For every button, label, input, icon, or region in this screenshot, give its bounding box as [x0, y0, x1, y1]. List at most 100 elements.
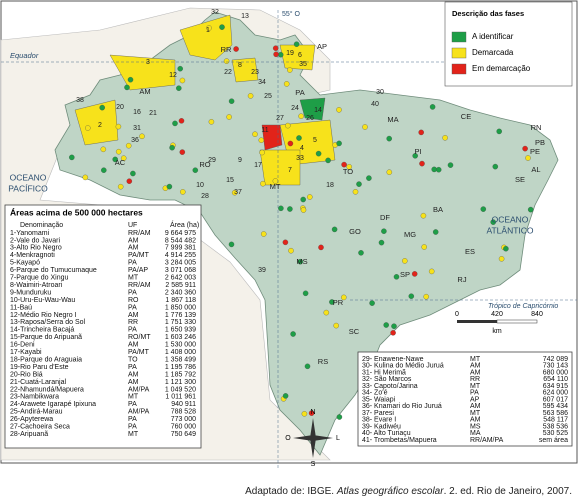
- legend-title: Descrição das fases: [452, 9, 524, 18]
- table-cell: 5-Kayapó: [10, 260, 40, 267]
- table-cell: 12-Médio Rio Negro I: [10, 312, 77, 319]
- source-text: Adaptado de: IBGE.: [245, 486, 337, 497]
- territory-dot: [285, 122, 291, 129]
- scale-segment: [496, 319, 538, 324]
- table-cell: 9-Munduruku: [10, 289, 51, 296]
- table-cell: 23-Nambikwara: [10, 394, 59, 401]
- territory-dot: [126, 178, 133, 184]
- area-number: 35: [299, 61, 307, 68]
- table-small: 29- Enawene-Nawe MT 742 089 30- Kulina do M…: [362, 356, 568, 444]
- table-cell: 680 000: [543, 369, 568, 376]
- territory-dot: [302, 290, 309, 297]
- table-cell: 34- Zo'é: [362, 390, 388, 397]
- table-cell: 2 340 360: [165, 289, 196, 296]
- territory-dot: [233, 46, 239, 52]
- area-number: 18: [326, 182, 334, 189]
- table-cell: 1 195 786: [165, 364, 196, 371]
- table-cell: RR/AM: [128, 282, 151, 289]
- table-cell: 1 408 000: [165, 349, 196, 356]
- compass-label: L: [336, 435, 340, 442]
- state-label: MS: [296, 257, 307, 266]
- area-number: 24: [291, 105, 299, 112]
- table-large: 1-Yanomami RR/AM 9 664 975 2-Vale do Javari…: [10, 230, 196, 438]
- table-cell: 940 911: [171, 401, 196, 408]
- source-text: . 2. ed. Rio de Janeiro, 2007.: [444, 486, 572, 497]
- scale-bar: 0 420 840 km: [455, 311, 543, 335]
- table-cell: 2 642 003: [165, 275, 196, 282]
- area-number: 10: [196, 182, 204, 189]
- table-cell: 33- Capoto/Jarina: [362, 383, 418, 390]
- table-cell: PA: [128, 401, 137, 408]
- territory-dot: [228, 98, 235, 104]
- state-label: GO: [349, 227, 361, 236]
- table-cell: 607 017: [543, 396, 568, 403]
- table-cell: RR/AM/PA: [470, 437, 504, 444]
- table-cell: 1 650 939: [165, 327, 196, 334]
- territory-dot: [447, 162, 454, 168]
- territory-dot: [120, 155, 127, 161]
- territory-dot: [176, 85, 182, 91]
- compass: N S L O: [285, 409, 340, 468]
- territory-dot: [282, 239, 289, 246]
- table-cell: AM: [128, 312, 139, 319]
- territory-dot: [127, 76, 134, 83]
- territory-dot: [228, 241, 235, 248]
- table-cell: 14-Trincheira Bacajá: [10, 327, 74, 334]
- territory-dot: [179, 77, 186, 84]
- territory-dot: [498, 256, 505, 262]
- state-label: RJ: [457, 275, 466, 284]
- territory-dot: [192, 167, 199, 173]
- territory-dot: [260, 180, 266, 187]
- territory-dot: [288, 247, 294, 254]
- territory-dot: [115, 148, 122, 155]
- table-cell: 24-Arawete Igarapé Ipixuna: [10, 401, 96, 408]
- table-cell: 1 011 961: [165, 394, 196, 401]
- table-cell: 1 185 792: [165, 371, 196, 378]
- table-cell: 2-Vale do Javari: [10, 237, 61, 244]
- territory-dot: [420, 212, 427, 219]
- area-number: 4: [300, 145, 304, 152]
- territory-dot: [287, 140, 294, 147]
- table-cell: 31- Hi Merimã: [362, 369, 406, 376]
- area-number: 6: [298, 52, 302, 59]
- territory-dot: [346, 164, 352, 170]
- table-cell: 27-Cachoeira Seca: [10, 424, 70, 431]
- area-number: 25: [264, 93, 272, 100]
- area-number: 20: [116, 104, 124, 111]
- state-label: MT: [270, 182, 281, 191]
- table-cell: 26-Apyterewa: [10, 416, 53, 423]
- territory-dot: [336, 140, 342, 147]
- state-label: SC: [349, 327, 360, 336]
- territory-dot: [99, 104, 105, 111]
- territory-dot: [381, 228, 387, 234]
- area-number: 28: [201, 193, 209, 200]
- legend-label: A identificar: [472, 32, 514, 41]
- area-number: 7: [288, 167, 292, 174]
- territory-dot: [139, 133, 145, 140]
- territory-dot: [331, 226, 338, 233]
- territory-dot: [522, 145, 528, 152]
- table-cell: RR/AM: [128, 230, 151, 237]
- area-number: 14: [314, 107, 322, 114]
- territory-dot: [172, 120, 178, 127]
- territory: [109, 54, 176, 91]
- source-note: Adaptado de: IBGE. Atlas geográfico esco…: [245, 486, 572, 497]
- territory-dot: [308, 410, 315, 416]
- table-cell: 730 143: [543, 363, 568, 370]
- table-cell: 563 586: [543, 410, 568, 417]
- state-label: PB: [535, 138, 545, 147]
- ocean-label: OCEANO: [10, 172, 47, 182]
- state-label: SE: [515, 175, 525, 184]
- territory-dot: [117, 183, 124, 190]
- area-number: 3: [146, 59, 150, 66]
- area-number: 34: [258, 79, 266, 86]
- territory-dot: [272, 45, 279, 51]
- table-cell: PA: [470, 390, 479, 397]
- territory-dot: [293, 41, 300, 47]
- territory-dot: [307, 194, 313, 200]
- table-cell: 538 536: [543, 423, 568, 430]
- scale-unit: km: [492, 328, 502, 335]
- area-number: 15: [226, 177, 234, 184]
- territory-dot: [527, 206, 534, 213]
- territory-dot: [219, 24, 225, 30]
